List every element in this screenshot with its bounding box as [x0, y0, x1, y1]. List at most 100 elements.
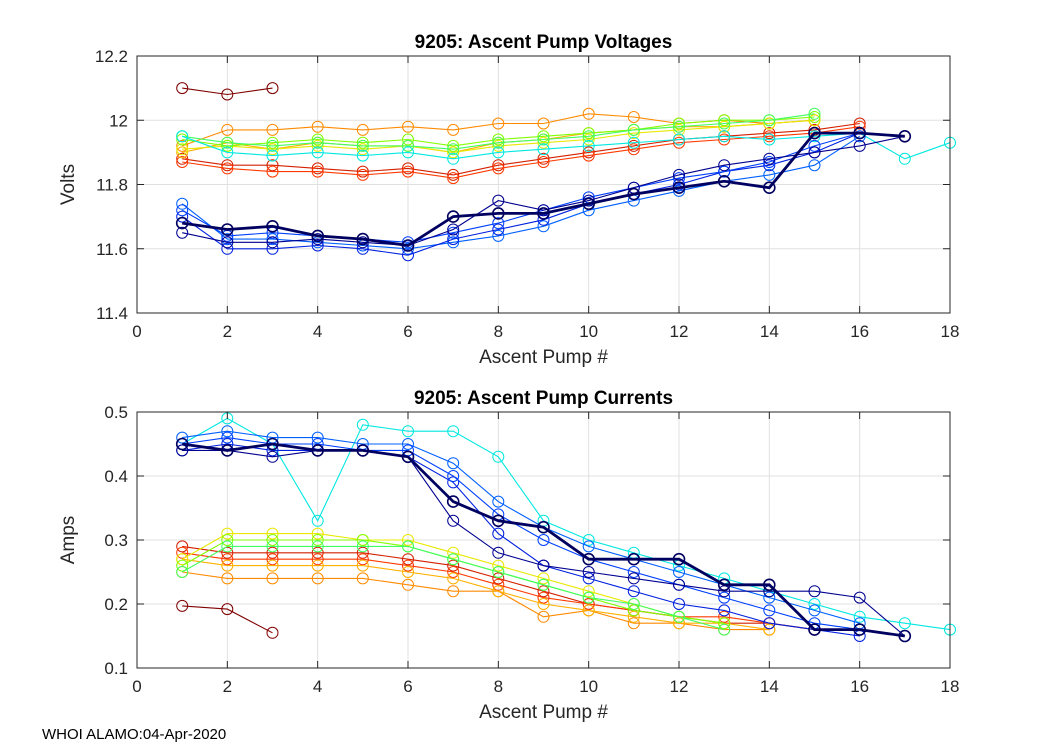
- data-point: [402, 120, 414, 133]
- data-point: [221, 540, 234, 553]
- chart-title: 9205: Ascent Pump Currents: [414, 388, 673, 409]
- data-point: [266, 626, 279, 639]
- data-point: [492, 527, 505, 540]
- data-point: [266, 559, 279, 572]
- data-point: [266, 527, 279, 540]
- data-point: [537, 591, 550, 604]
- data-point: [808, 111, 821, 123]
- data-point: [266, 82, 279, 95]
- data-point: [447, 553, 460, 566]
- data-point: [356, 553, 369, 566]
- series-line-profile-yellow-1: [182, 119, 815, 153]
- data-point: [311, 534, 324, 546]
- data-point: [627, 139, 640, 152]
- series-line-profile-green-2: [182, 113, 815, 150]
- data-point: [492, 133, 505, 146]
- data-point: [673, 617, 685, 630]
- y-tick-label: 0.3: [104, 531, 128, 550]
- data-point: [763, 117, 776, 130]
- data-point: [808, 130, 821, 143]
- data-point: [447, 476, 460, 489]
- data-point: [627, 566, 640, 578]
- data-point: [447, 226, 460, 239]
- data-point: [763, 604, 776, 617]
- y-tick-label: 11.8: [96, 176, 128, 195]
- data-point: [582, 604, 595, 617]
- data-point: [853, 117, 866, 130]
- data-point: [266, 149, 279, 162]
- data-point: [266, 233, 279, 246]
- data-point: [537, 578, 550, 591]
- data-point: [537, 156, 550, 168]
- data-point: [763, 617, 776, 630]
- data-point: [402, 249, 414, 262]
- data-point: [718, 604, 731, 617]
- data-point: [447, 514, 460, 527]
- data-point: [582, 130, 595, 143]
- data-point: [221, 123, 234, 136]
- data-point: [582, 585, 595, 598]
- data-point: [176, 226, 189, 239]
- data-point: [492, 194, 505, 207]
- series-group: [175, 82, 956, 262]
- data-point: [492, 585, 505, 598]
- data-point: [582, 107, 595, 120]
- data-point: [627, 552, 641, 566]
- data-point: [582, 598, 595, 610]
- data-point: [582, 540, 595, 553]
- data-point: [718, 159, 731, 172]
- data-point: [537, 152, 550, 165]
- data-point: [221, 162, 234, 175]
- data-point: [537, 598, 550, 610]
- data-point: [447, 139, 460, 152]
- data-point: [221, 534, 234, 546]
- data-point: [176, 431, 189, 444]
- data-point: [402, 559, 414, 572]
- data-point: [311, 431, 324, 444]
- data-point: [673, 120, 685, 133]
- data-point: [808, 598, 821, 610]
- data-point: [853, 610, 866, 623]
- series-line-profile-blue-3: [182, 437, 860, 631]
- data-point: [356, 418, 369, 431]
- data-point: [402, 566, 414, 578]
- series-line-profile-latest: [182, 442, 905, 638]
- data-point: [492, 450, 505, 463]
- data-point: [311, 239, 324, 252]
- series-group: [175, 412, 956, 643]
- data-point: [447, 236, 460, 249]
- data-point: [537, 133, 550, 146]
- data-point: [356, 559, 369, 572]
- data-point: [311, 514, 324, 527]
- data-point: [537, 534, 550, 546]
- data-point: [627, 604, 640, 617]
- data-point: [762, 578, 776, 592]
- data-point: [492, 223, 505, 236]
- data-point: [311, 133, 324, 146]
- data-point: [718, 623, 731, 636]
- data-point: [718, 165, 731, 178]
- data-point: [763, 591, 776, 604]
- series-line-profile-orange-1: [182, 571, 770, 631]
- data-point: [402, 139, 414, 152]
- data-point: [808, 159, 821, 172]
- data-point: [447, 172, 460, 185]
- data-point: [717, 175, 731, 188]
- data-point: [311, 229, 325, 243]
- data-point: [221, 553, 234, 566]
- data-point: [718, 120, 731, 133]
- data-point: [627, 610, 640, 623]
- data-point: [492, 495, 505, 508]
- data-point: [898, 617, 911, 630]
- data-point: [492, 162, 505, 175]
- x-tick-label: 10: [579, 677, 598, 696]
- series-line-profile-cyan-1: [181, 417, 951, 631]
- x-tick-label: 0: [132, 322, 141, 341]
- data-point: [808, 623, 821, 636]
- data-point: [402, 162, 414, 175]
- data-point: [221, 88, 234, 101]
- data-point: [402, 553, 414, 566]
- data-point: [718, 117, 731, 130]
- data-point: [356, 232, 370, 246]
- x-tick-label: 8: [494, 322, 503, 341]
